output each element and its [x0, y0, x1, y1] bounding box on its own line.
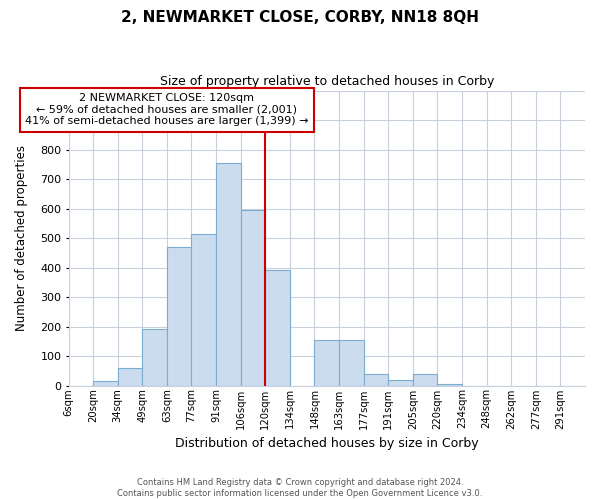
Bar — [167, 247, 191, 386]
Bar — [216, 163, 241, 386]
Title: Size of property relative to detached houses in Corby: Size of property relative to detached ho… — [160, 75, 494, 88]
Bar — [413, 374, 437, 386]
Bar — [241, 210, 265, 386]
X-axis label: Distribution of detached houses by size in Corby: Distribution of detached houses by size … — [175, 437, 479, 450]
Text: 2, NEWMARKET CLOSE, CORBY, NN18 8QH: 2, NEWMARKET CLOSE, CORBY, NN18 8QH — [121, 10, 479, 25]
Bar — [93, 381, 118, 386]
Bar — [437, 384, 462, 386]
Text: Contains HM Land Registry data © Crown copyright and database right 2024.
Contai: Contains HM Land Registry data © Crown c… — [118, 478, 482, 498]
Text: 2 NEWMARKET CLOSE: 120sqm
← 59% of detached houses are smaller (2,001)
41% of se: 2 NEWMARKET CLOSE: 120sqm ← 59% of detac… — [25, 93, 308, 126]
Bar — [142, 330, 167, 386]
Bar — [265, 270, 290, 386]
Bar — [388, 380, 413, 386]
Bar — [191, 234, 216, 386]
Bar — [339, 340, 364, 386]
Bar — [364, 374, 388, 386]
Bar — [314, 340, 339, 386]
Bar — [118, 368, 142, 386]
Y-axis label: Number of detached properties: Number of detached properties — [15, 145, 28, 331]
